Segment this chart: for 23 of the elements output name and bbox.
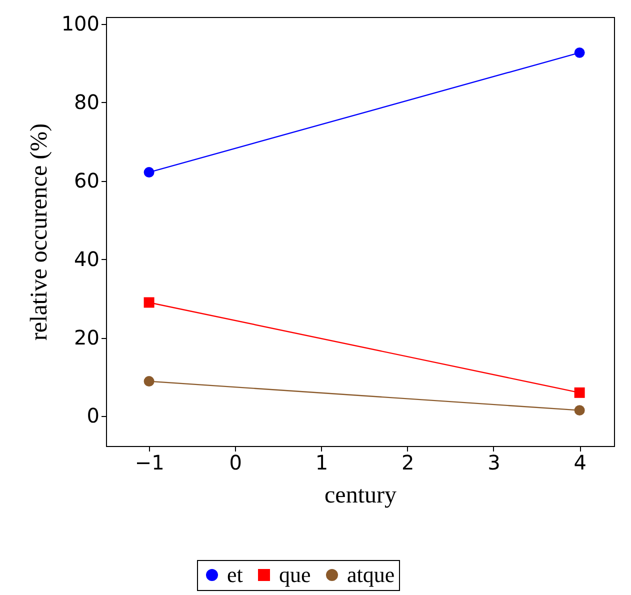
y-tick-label: 80 <box>74 90 100 114</box>
point <box>144 297 154 308</box>
legend-label: atque <box>347 562 395 587</box>
x-tick-label: 0 <box>229 450 242 474</box>
point <box>144 376 154 387</box>
y-tick-label: 100 <box>61 12 100 36</box>
x-tick-label: 3 <box>488 450 500 474</box>
point <box>144 167 154 178</box>
legend-label: que <box>279 562 311 587</box>
x-tick-label: 1 <box>315 450 328 474</box>
y-axis-title: relative occurence (%) <box>26 123 52 341</box>
x-tick-label: −1 <box>134 450 164 474</box>
y-tick-label: 40 <box>74 246 100 271</box>
legend-label: et <box>227 562 243 587</box>
point <box>574 405 585 416</box>
x-tick-label: 4 <box>574 450 586 474</box>
y-tick-label: 0 <box>86 404 100 428</box>
point <box>574 387 585 398</box>
y-tick-label: 60 <box>74 168 100 192</box>
x-axis-title: century <box>324 482 396 508</box>
point <box>574 47 585 58</box>
y-tick-label: 20 <box>74 325 100 350</box>
x-tick-label: 2 <box>401 450 414 474</box>
